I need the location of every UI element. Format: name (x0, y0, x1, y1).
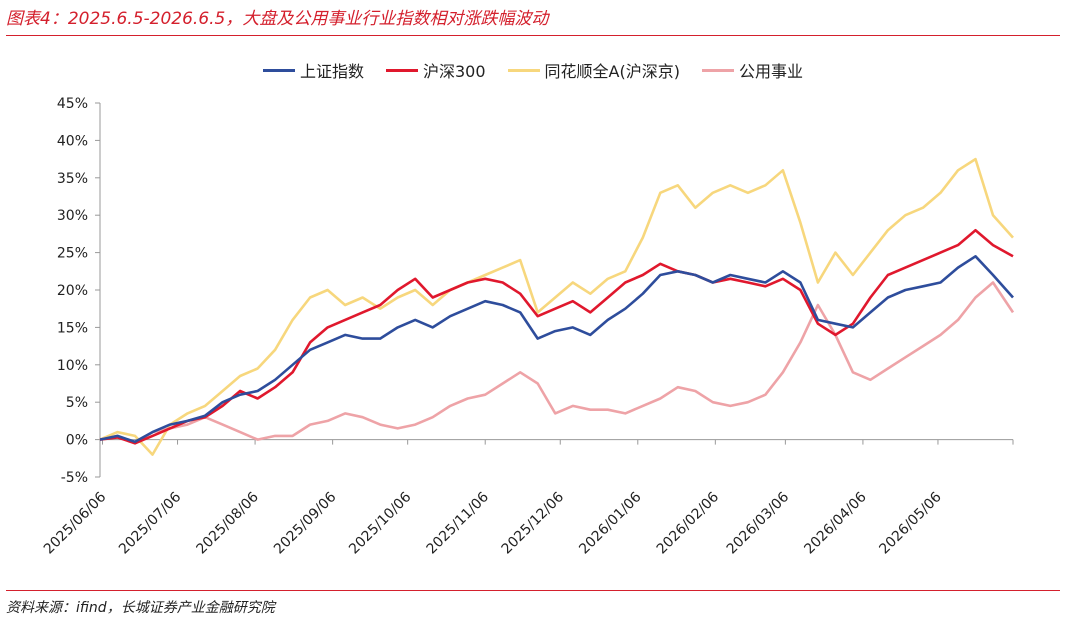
x-tick-label: 2025/06/06 (41, 489, 109, 557)
series-layer (99, 157, 1015, 456)
series-line-0 (99, 255, 1014, 444)
y-tick-label: 0% (66, 433, 88, 449)
x-tick-label: 2025/11/06 (424, 489, 492, 557)
y-tick-label: 5% (66, 395, 88, 411)
legend-swatch (507, 68, 540, 72)
legend-swatch (262, 68, 295, 72)
legend-item: 上证指数 (262, 58, 364, 82)
x-tick-label: 2026/04/06 (801, 489, 869, 557)
x-tick-label: 2026/03/06 (724, 489, 792, 557)
legend-item: 同花顺全A(沪深京) (507, 58, 680, 82)
y-tick-label: 20% (57, 283, 88, 299)
series-line-3 (99, 281, 1015, 445)
legend-item: 公用事业 (701, 58, 803, 82)
legend-label: 沪深300 (423, 62, 486, 81)
legend-swatch (386, 68, 418, 72)
x-tick-label: 2025/12/06 (499, 489, 567, 557)
legend-label: 公用事业 (738, 62, 803, 81)
x-tick-label: 2026/01/06 (576, 489, 644, 557)
x-tick-label: 2025/10/06 (346, 489, 414, 557)
y-tick-label: 10% (57, 358, 88, 374)
y-tick-label: 15% (57, 320, 88, 336)
x-axis: 2025/06/06 2025/07/06 2025/08/06 2025/09/06… (41, 439, 1014, 557)
x-tick-label: 2026/02/06 (654, 489, 722, 557)
y-tick-label: 25% (57, 246, 88, 262)
y-tick-label: 30% (57, 208, 88, 224)
y-axis: -5% 0% 5% 10% 15% 20% 25% 30% 35% 40% 45% (57, 96, 101, 486)
x-tick-label: 2026/05/06 (876, 489, 944, 557)
x-tick-label: 2025/08/06 (194, 489, 262, 557)
y-tick-label: 45% (57, 96, 88, 112)
series-line-2 (99, 157, 1014, 456)
x-tick-label: 2025/07/06 (116, 489, 184, 557)
y-tick-label: 35% (57, 171, 88, 187)
y-tick-label: 40% (57, 133, 88, 149)
source-note: 资料来源：ifind，长城证券产业金融研究院 (6, 600, 275, 616)
chart-title: 图表4：2025.6.5-2026.6.5，大盘及公用事业行业指数相对涨跌幅波动 (6, 9, 549, 29)
legend-label: 上证指数 (299, 62, 364, 81)
x-tick-label: 2025/09/06 (271, 489, 339, 557)
footer-divider (6, 590, 1060, 591)
title-divider (6, 35, 1060, 36)
chart-legend: 上证指数 沪深300 同花顺全A(沪深京) 公用事业 (0, 58, 1066, 82)
legend-swatch (701, 68, 734, 72)
series-line-1 (99, 228, 1014, 445)
legend-item: 沪深300 (386, 58, 486, 82)
y-tick-label: -5% (61, 470, 88, 486)
legend-label: 同花顺全A(沪深京) (544, 62, 680, 81)
